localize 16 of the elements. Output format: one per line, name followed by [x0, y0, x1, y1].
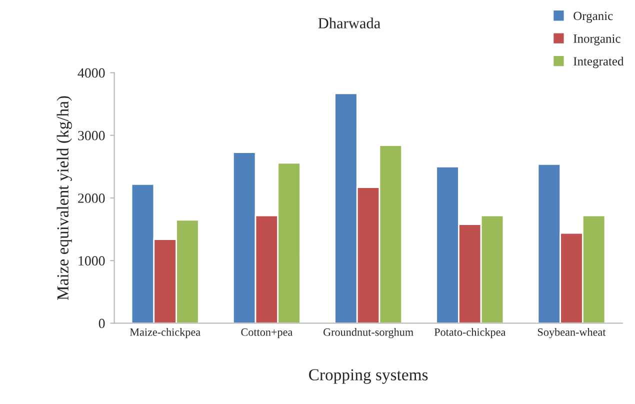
legend-label: Integrated [574, 56, 624, 68]
y-tick-label: 0 [98, 318, 105, 328]
x-tick-label: Potato-chickpea [434, 328, 506, 338]
chart-title: Dharwada [318, 18, 380, 28]
y-tick-label: 4000 [78, 68, 105, 78]
x-tick-label: Maize-chickpea [130, 328, 200, 338]
y-tick-label: 3000 [78, 130, 105, 140]
y-tick-label: 2000 [78, 194, 105, 203]
y-axis-title: Maize equivalent yield (kg/ha) [56, 96, 72, 300]
y-tick-label: 1000 [78, 256, 105, 266]
x-tick-label: Cotton+pea [241, 328, 293, 338]
x-axis-title: Cropping systems [309, 369, 428, 384]
legend-label: Organic [574, 12, 613, 23]
x-tick-label: Groundnut-sorghum [323, 328, 414, 338]
x-tick-label: Soybean-wheat [538, 328, 606, 338]
legend-label: Inorganic [574, 34, 620, 46]
